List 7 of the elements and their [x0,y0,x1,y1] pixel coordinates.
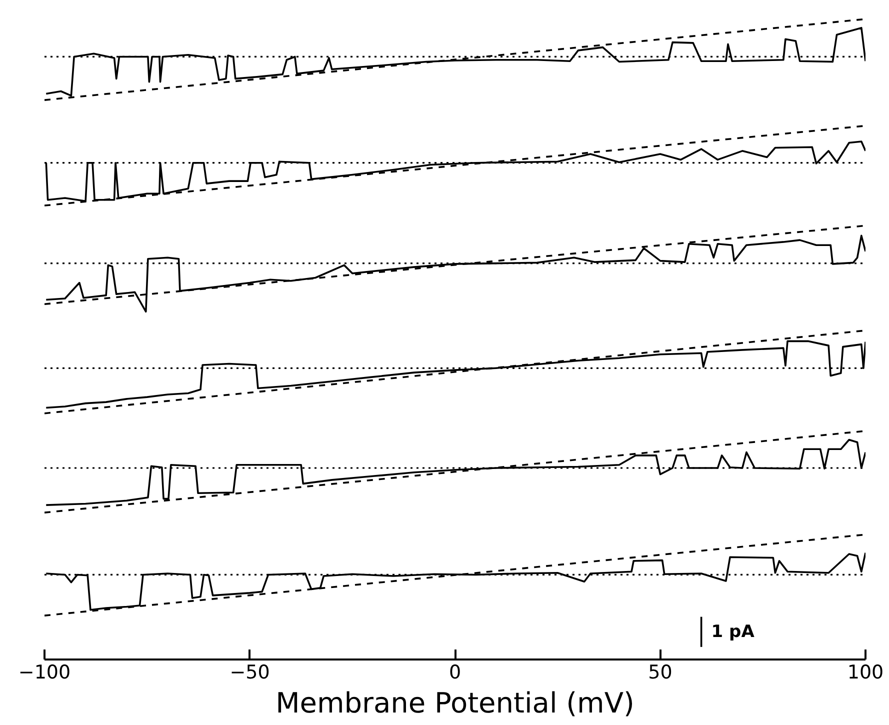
x-tick-label: −100 [18,662,71,684]
x-tick-label: 100 [847,662,884,684]
x-tick-label: 0 [448,662,462,684]
annotation: 1 pA [711,622,756,642]
x-tick-label: 50 [648,662,672,684]
x-tick-label: −50 [230,662,270,684]
x-axis-title: Membrane Potential (mV) [276,686,634,720]
